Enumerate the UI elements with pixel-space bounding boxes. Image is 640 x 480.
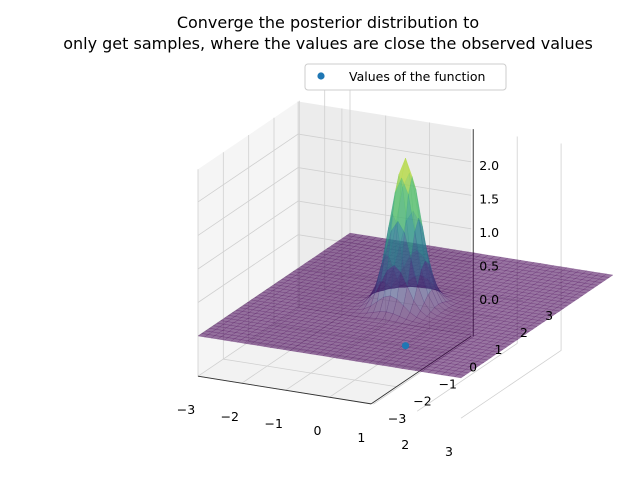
- y-tick-label: −2: [413, 394, 431, 409]
- scatter-series: [401, 342, 410, 350]
- x-tick-label: 2: [401, 437, 409, 452]
- surface-facet: [491, 348, 504, 353]
- surface-facet: [507, 338, 519, 343]
- surface-facet: [583, 286, 595, 291]
- surface-facet: [522, 327, 534, 332]
- grid-line-z: [197, 133, 472, 203]
- surface-facet: [590, 281, 603, 286]
- surface-facet: [518, 330, 530, 335]
- z-tick-label: 0.0: [479, 292, 499, 307]
- legend-frame: [304, 63, 507, 91]
- surface-facet: [488, 350, 500, 356]
- z-tick-label: 0.5: [479, 258, 499, 273]
- surface-facet: [503, 340, 515, 345]
- surface-facet: [514, 332, 527, 338]
- tick-labels: −3 −2 −1 0 1 2 3 −3 −2 −1 0 1 2 3 0.0 0.5 1.0 1.5 2.0: [177, 158, 553, 459]
- y-tick-label: 2: [520, 325, 528, 340]
- y-tick-label: 0: [469, 359, 477, 374]
- surface-facet: [548, 309, 561, 314]
- surface-facet: [495, 345, 508, 350]
- surface-facet: [472, 361, 485, 366]
- grid-line-x: [416, 136, 518, 412]
- surface-facet: [575, 291, 587, 296]
- surface-facet: [457, 371, 470, 376]
- surface-facet: [598, 276, 610, 281]
- y-tick-label: 1: [495, 342, 503, 357]
- surface-facet: [465, 366, 477, 371]
- surface-facet: [579, 289, 591, 294]
- surface-facet: [476, 358, 489, 363]
- legend: Values of the function: [304, 63, 507, 91]
- grid-line-y: [222, 152, 397, 388]
- y-tick-label: −1: [439, 377, 457, 392]
- surface-facet: [541, 314, 553, 320]
- surface-plot: [197, 157, 614, 379]
- x-tick-label: −1: [264, 416, 282, 431]
- legend-marker: [317, 72, 325, 80]
- legend-label: Values of the function: [349, 69, 485, 84]
- x-tick-label: −3: [177, 402, 195, 417]
- x-tick-label: 0: [314, 423, 322, 438]
- grid-line-x: [460, 143, 562, 419]
- z-tick-label: 1.5: [479, 191, 499, 206]
- y-tick-label: 3: [545, 308, 553, 323]
- surface-facet: [499, 343, 511, 348]
- surface-facet: [533, 320, 546, 325]
- surface-facet: [564, 299, 576, 304]
- x-tick-label: −2: [221, 409, 239, 424]
- surface-facet: [567, 296, 580, 302]
- x-tick-label: 3: [445, 444, 453, 459]
- x-tick-label: 1: [357, 430, 365, 445]
- z-tick-label: 1.0: [479, 225, 499, 240]
- x-axis-line: [197, 375, 372, 405]
- surface-facet: [560, 302, 572, 307]
- data-point: [401, 342, 410, 350]
- y-tick-label: −3: [388, 411, 406, 426]
- chart-title-line-1: Converge the posterior distribution to: [177, 13, 479, 32]
- chart-title-line-2: only get samples, where the values are c…: [63, 34, 593, 53]
- surface-facet: [594, 278, 606, 283]
- z-tick-label: 2.0: [479, 158, 499, 173]
- surface-facet: [453, 374, 466, 379]
